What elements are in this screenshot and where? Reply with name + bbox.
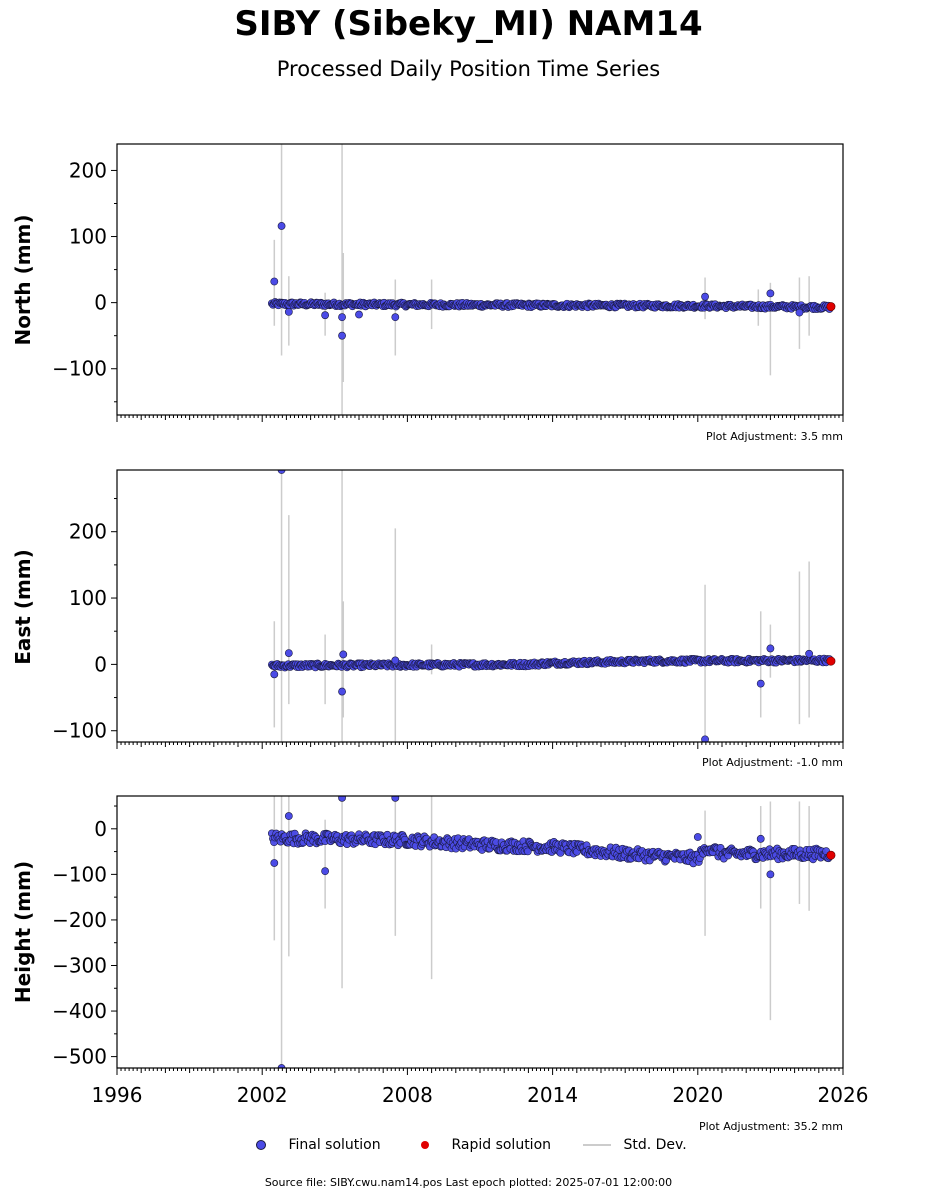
y-tick-label: 200 xyxy=(69,520,107,544)
axes-frame xyxy=(116,795,844,1069)
final-solution-point xyxy=(756,679,765,688)
x-tick-label: 2026 xyxy=(818,1083,869,1107)
final-solution-point xyxy=(270,859,279,867)
y-axis-label: East (mm) xyxy=(11,549,35,665)
legend-item-final: Final solution xyxy=(256,1137,381,1153)
legend-item-std: Std. Dev. xyxy=(583,1137,687,1153)
final-solution-point xyxy=(523,847,532,856)
rapid-solution-point xyxy=(826,302,836,312)
x-tick-label: 1996 xyxy=(92,1083,143,1107)
x-tick-label: 2002 xyxy=(237,1083,288,1107)
y-tick-label: 100 xyxy=(69,586,107,610)
panel-2: −100 0 100 200 East (mm) Plot Adjustment: -1.… xyxy=(11,469,844,769)
final-solution-point xyxy=(766,644,775,653)
legend-final-marker xyxy=(256,1140,266,1150)
rapid-solution-point xyxy=(826,850,836,860)
axes-frame xyxy=(116,469,844,743)
final-solution-point xyxy=(338,331,346,340)
final-solution-point xyxy=(391,656,400,665)
legend-rapid-label: Rapid solution xyxy=(451,1137,552,1153)
footer-source: Source file: SIBY.cwu.nam14.pos Last epo… xyxy=(264,1176,673,1189)
legend-final-label: Final solution xyxy=(288,1137,381,1153)
plot-area xyxy=(267,796,836,1068)
y-tick-label: 200 xyxy=(69,158,107,182)
y-axis-label: Height (mm) xyxy=(11,861,35,1003)
final-solution-point xyxy=(284,649,293,658)
final-solution-point xyxy=(766,289,775,298)
final-solution-point xyxy=(391,796,400,802)
panel-3: −500 −400 −300 −200 −100 0 1996 2002 2008 2014 202… xyxy=(11,795,869,1133)
final-solution-point xyxy=(339,650,348,659)
plot-adjustment-note: Plot Adjustment: -1.0 mm xyxy=(702,756,843,769)
plot-adjustment-note: Plot Adjustment: 35.2 mm xyxy=(699,1120,843,1133)
final-solution-point xyxy=(701,735,709,742)
axes-frame xyxy=(116,143,844,416)
y-tick-label: 100 xyxy=(69,225,107,249)
final-solution-point xyxy=(693,833,702,841)
y-tick-label: −300 xyxy=(52,953,107,977)
final-solution-point xyxy=(321,867,330,876)
y-tick-label: 0 xyxy=(94,291,107,315)
final-solution-point xyxy=(284,812,293,820)
final-solution-point xyxy=(805,649,814,658)
y-axis-label: North (mm) xyxy=(11,214,35,345)
final-solution-point xyxy=(766,870,775,879)
y-tick-label: −100 xyxy=(52,719,107,743)
chart-title: SIBY (Sibeky_MI) NAM14 xyxy=(234,4,703,44)
final-solution-point xyxy=(284,307,293,316)
legend-std-line xyxy=(583,1144,611,1146)
legend-std-label: Std. Dev. xyxy=(623,1137,687,1153)
y-tick-label: −100 xyxy=(52,862,107,886)
final-solution-point xyxy=(277,470,286,474)
y-tick-label: −500 xyxy=(52,1045,107,1069)
chart-subtitle: Processed Daily Position Time Series xyxy=(276,57,661,81)
legend-item-rapid: Rapid solution xyxy=(421,1137,551,1153)
final-solution-point xyxy=(270,670,279,679)
rapid-solution-point xyxy=(826,656,836,666)
final-solution-point xyxy=(756,834,765,843)
final-solution-point xyxy=(321,311,330,320)
final-solution-point xyxy=(338,313,346,322)
final-solution-point xyxy=(701,292,709,301)
y-tick-label: 0 xyxy=(94,817,107,841)
final-solution-point xyxy=(277,1064,286,1068)
final-solution-point xyxy=(338,687,346,696)
final-solution-point xyxy=(270,277,279,286)
plot-area xyxy=(267,470,836,742)
panel-1: −100 0 100 200 North (mm) Plot Adjustment: 3.… xyxy=(11,143,844,443)
x-tick-label: 2020 xyxy=(672,1083,723,1107)
x-tick-label: 2014 xyxy=(527,1083,578,1107)
plot-adjustment-note: Plot Adjustment: 3.5 mm xyxy=(706,430,843,443)
y-tick-label: −100 xyxy=(52,357,107,381)
y-tick-label: −200 xyxy=(52,908,107,932)
final-solution-point xyxy=(338,796,346,802)
plot-area xyxy=(267,144,836,415)
legend-rapid-marker xyxy=(421,1141,429,1149)
x-tick-label: 2008 xyxy=(382,1083,433,1107)
final-solution-point xyxy=(795,308,804,317)
y-tick-label: 0 xyxy=(94,652,107,676)
final-solution-point xyxy=(277,222,286,230)
final-solution-point xyxy=(391,313,400,322)
final-solution-point xyxy=(355,310,363,319)
y-tick-label: −400 xyxy=(52,999,107,1023)
